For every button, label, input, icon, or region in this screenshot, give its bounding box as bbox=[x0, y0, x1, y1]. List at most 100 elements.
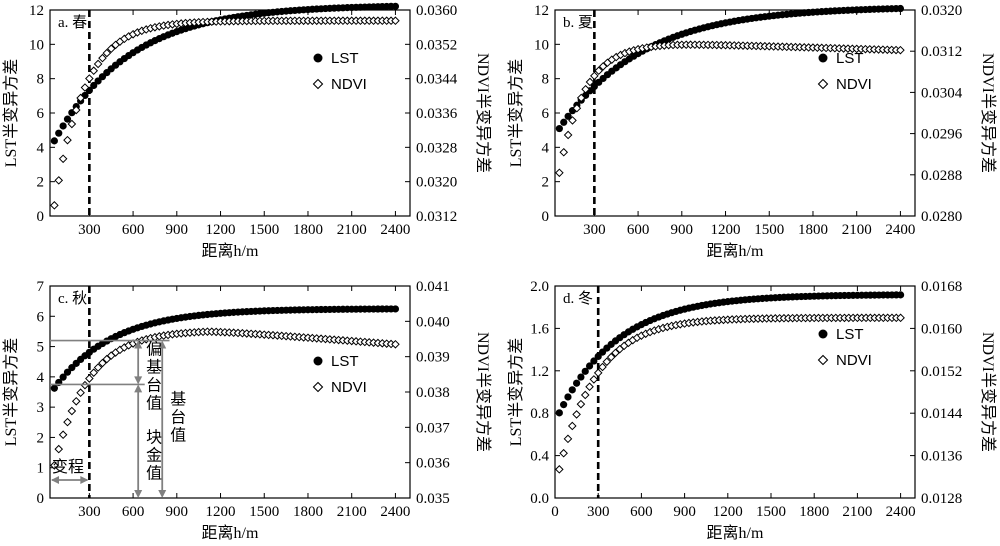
ndvi-point bbox=[563, 130, 573, 140]
ndvi-point bbox=[568, 116, 577, 125]
sill-arrow-head-bottom bbox=[158, 490, 167, 498]
y-right-tick-label: 0.0136 bbox=[921, 449, 963, 465]
x-tick-label: 900 bbox=[166, 504, 189, 520]
lst-point bbox=[90, 81, 98, 90]
ndvi-point bbox=[71, 105, 81, 115]
panel-label: d. 冬 bbox=[563, 290, 593, 307]
x-tick-label: 1200 bbox=[711, 222, 741, 238]
ndvi-point bbox=[896, 45, 905, 55]
x-tick-label: 1500 bbox=[754, 222, 784, 238]
y-right-tick-label: 0.0352 bbox=[416, 37, 457, 53]
y-left-tick-label: 0 bbox=[37, 209, 45, 225]
x-tick-label: 2400 bbox=[885, 222, 915, 238]
lst-point bbox=[50, 384, 58, 392]
x-tick-label: 1800 bbox=[293, 222, 323, 238]
series-ndvi bbox=[555, 40, 905, 178]
plot-frame bbox=[49, 9, 411, 217]
lst-point bbox=[590, 357, 598, 365]
nugget-label-char: 值 bbox=[146, 464, 162, 482]
x-tick-label: 600 bbox=[627, 222, 650, 238]
ndvi-point bbox=[611, 348, 620, 358]
series-lst bbox=[555, 4, 905, 133]
y-left-tick-label: 5 bbox=[37, 340, 45, 356]
ndvi-point bbox=[58, 154, 68, 164]
y-left-tick-label: 2 bbox=[37, 175, 45, 191]
x-tick-label: 1800 bbox=[293, 504, 323, 520]
sill-label-char: 基 bbox=[170, 391, 186, 409]
series-lst bbox=[50, 2, 400, 145]
sill-label: 基台值 bbox=[170, 391, 186, 445]
ndvi-point bbox=[559, 147, 569, 157]
x-tick-label: 2100 bbox=[337, 504, 367, 520]
ndvi-point bbox=[593, 368, 603, 378]
ndvi-point bbox=[93, 59, 103, 69]
y-right-tick-label: 0.041 bbox=[416, 279, 450, 295]
lst-point bbox=[560, 118, 568, 126]
x-tick-label: 2400 bbox=[380, 222, 410, 238]
y-left-tick-label: 0.0 bbox=[530, 491, 549, 507]
y-left-axis-title: LST半变异方差 bbox=[2, 59, 20, 167]
sill-label-char: 台 bbox=[170, 409, 186, 427]
y-left-axis-title: LST半变异方差 bbox=[507, 338, 525, 446]
ndvi-point bbox=[106, 44, 116, 54]
partial-sill-label-char: 偏 bbox=[146, 341, 162, 359]
y-right-tick-label: 0.0312 bbox=[416, 209, 457, 225]
legend-lst-marker bbox=[313, 53, 323, 63]
y-left-tick-label: 12 bbox=[534, 3, 549, 19]
legend-ndvi-marker bbox=[312, 78, 324, 90]
ndvi-point bbox=[98, 53, 107, 63]
panel-label: c. 秋 bbox=[58, 290, 87, 307]
nugget-label-char: 块 bbox=[146, 428, 162, 446]
y-right-tick-label: 0.039 bbox=[416, 350, 450, 366]
ndvi-point bbox=[572, 410, 581, 419]
y-right-tick-label: 0.0328 bbox=[416, 140, 457, 156]
y-right-tick-label: 0.0320 bbox=[416, 175, 457, 191]
ndvi-point bbox=[576, 93, 586, 103]
ndvi-point bbox=[602, 357, 612, 367]
ndvi-point bbox=[93, 363, 103, 372]
y-right-tick-label: 0.0128 bbox=[921, 491, 962, 507]
ndvi-point bbox=[559, 448, 568, 458]
legend-ndvi-label: NDVI bbox=[331, 76, 367, 93]
ndvi-point bbox=[54, 444, 64, 454]
x-tick-label: 600 bbox=[122, 222, 145, 238]
x-tick-label: 1500 bbox=[249, 504, 279, 520]
lst-point bbox=[564, 393, 572, 401]
lst-point bbox=[897, 291, 905, 299]
ndvi-point bbox=[572, 103, 582, 113]
legend-lst-label: LST bbox=[836, 326, 864, 343]
partial-sill-label-char: 台 bbox=[146, 377, 162, 395]
nugget-arrow-head-bottom bbox=[134, 490, 143, 498]
ndvi-point bbox=[391, 339, 400, 349]
legend-lst-label: LST bbox=[836, 50, 864, 67]
y-right-tick-label: 0.0288 bbox=[921, 168, 962, 184]
ndvi-point bbox=[67, 406, 77, 416]
legend-ndvi-marker bbox=[817, 78, 829, 90]
ndvi-point bbox=[896, 313, 905, 323]
y-right-axis-title: NDVI半变异方差 bbox=[474, 53, 492, 173]
lst-point bbox=[573, 379, 581, 387]
ndvi-point bbox=[89, 368, 99, 377]
ndvi-point bbox=[391, 16, 400, 26]
range-arrowhead-left bbox=[51, 476, 59, 484]
x-tick-label: 2100 bbox=[842, 222, 872, 238]
y-left-tick-label: 2 bbox=[37, 430, 45, 446]
y-left-tick-label: 4 bbox=[37, 140, 45, 156]
ndvi-point bbox=[567, 421, 577, 431]
y-left-tick-label: 0 bbox=[542, 209, 550, 225]
y-left-tick-label: 6 bbox=[37, 106, 45, 122]
plot-frame bbox=[554, 9, 916, 217]
chart-panel-3: 300 600 900 1200 1500 1800 2100 2400 0 1 2 3 4 5 6 7 0.0… bbox=[2, 279, 492, 542]
y-left-tick-label: 4 bbox=[37, 370, 45, 386]
y-right-axis-title: NDVI半变异方差 bbox=[474, 332, 492, 452]
ndvi-point bbox=[585, 382, 594, 392]
legend-ndvi-label: NDVI bbox=[836, 76, 872, 93]
y-right-tick-label: 0.0304 bbox=[921, 85, 963, 101]
y-right-tick-label: 0.035 bbox=[416, 491, 450, 507]
lst-point bbox=[560, 401, 568, 409]
y-right-axis-title: NDVI半变异方差 bbox=[979, 53, 997, 173]
x-tick-label: 1200 bbox=[713, 504, 743, 520]
series-ndvi bbox=[50, 16, 400, 210]
